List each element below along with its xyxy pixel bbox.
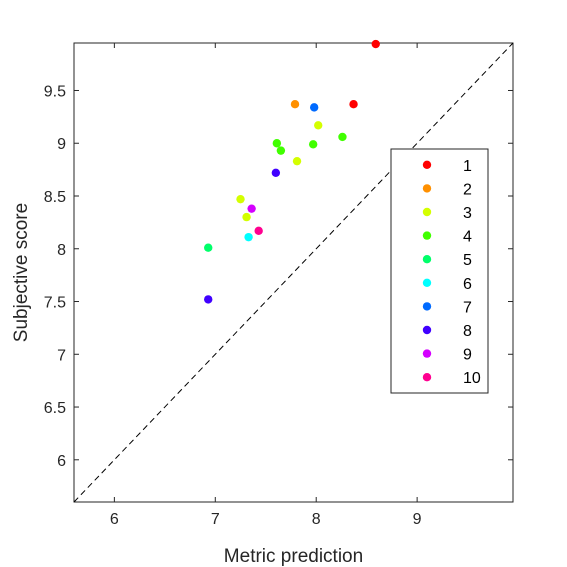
data-point-series-7 <box>309 103 319 112</box>
data-point-series-3 <box>242 212 251 222</box>
x-tick-label: 9 <box>413 511 422 528</box>
legend-marker-10 <box>422 373 432 382</box>
reference-line <box>73 42 514 503</box>
data-point-series-4 <box>308 140 318 149</box>
plot-frame <box>73 42 514 503</box>
legend-label-6: 6 <box>463 276 472 293</box>
y-tick-label: 9 <box>57 136 66 153</box>
legend-label-7: 7 <box>463 299 472 316</box>
legend-marker-5 <box>422 255 432 264</box>
y-tick-label: 8 <box>57 242 66 259</box>
legend-label-8: 8 <box>463 323 472 340</box>
y-tick-label: 9.5 <box>44 83 66 100</box>
y-axis-label: Subjective score <box>11 203 32 342</box>
data-point-series-9 <box>247 204 256 213</box>
reference-line-group <box>73 42 514 503</box>
legend: 1 2 3 4 5 6 7 8 9 10 <box>390 148 489 394</box>
legend-box <box>390 148 489 394</box>
y-tick-label: 6 <box>57 453 66 470</box>
legend-marker-7 <box>422 302 432 311</box>
legend-marker-4 <box>422 231 432 240</box>
x-tick-label: 7 <box>211 511 220 528</box>
data-point-series-3 <box>236 194 245 204</box>
y-tick-label: 7 <box>57 347 66 364</box>
data-point-series-3 <box>292 156 302 166</box>
data-point-series-8 <box>204 295 213 304</box>
data-point-series-6 <box>244 232 253 242</box>
legend-marker-3 <box>422 207 432 217</box>
data-point-series-4 <box>272 139 282 148</box>
data-points <box>204 39 380 304</box>
legend-marker-8 <box>422 325 432 335</box>
legend-marker-2 <box>422 184 432 193</box>
axes: 6 7 8 9 6 6.5 7 7.5 8 8.5 9 9.5 <box>44 42 514 528</box>
data-point-series-1 <box>349 100 358 109</box>
legend-label-10: 10 <box>463 370 481 387</box>
legend-marker-6 <box>422 278 432 287</box>
data-point-series-8 <box>271 168 281 177</box>
y-tick-label: 6.5 <box>44 400 66 417</box>
legend-label-3: 3 <box>463 205 472 222</box>
y-tick-label: 8.5 <box>44 189 66 206</box>
legend-label-2: 2 <box>463 181 472 198</box>
data-point-series-4 <box>276 146 286 155</box>
data-point-series-1 <box>371 39 380 49</box>
x-tick-label: 8 <box>312 511 321 528</box>
legend-label-4: 4 <box>463 229 472 246</box>
x-axis-label: Metric prediction <box>224 546 363 567</box>
legend-label-5: 5 <box>463 252 472 269</box>
data-point-series-5 <box>204 243 213 252</box>
data-point-series-4 <box>338 132 347 142</box>
x-tick-label: 6 <box>110 511 119 528</box>
y-tick-label: 7.5 <box>44 295 66 312</box>
legend-label-9: 9 <box>463 347 472 364</box>
legend-label-1: 1 <box>463 158 472 175</box>
legend-marker-9 <box>422 349 432 358</box>
data-point-series-3 <box>314 121 323 130</box>
data-point-series-2 <box>290 100 300 109</box>
data-point-series-10 <box>254 226 263 236</box>
legend-marker-1 <box>422 160 432 169</box>
